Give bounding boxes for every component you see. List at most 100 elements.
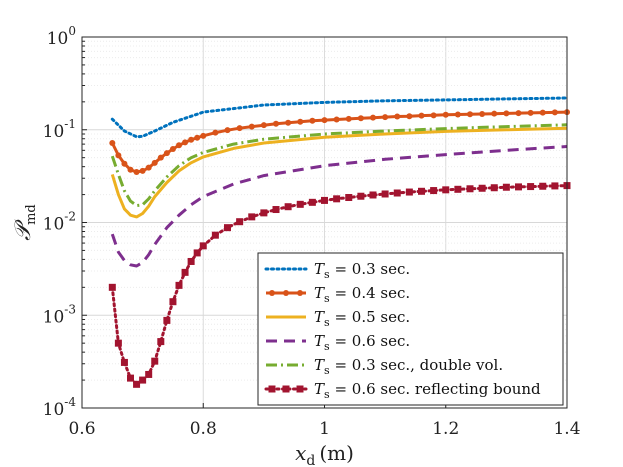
legend-label: Ts = 0.6 sec.: [314, 332, 410, 353]
data-point: [260, 122, 267, 129]
y-tick-base: 10: [43, 307, 65, 327]
data-point: [285, 119, 292, 126]
y-tick-exp: 0: [68, 24, 76, 38]
data-point: [115, 152, 122, 159]
data-point: [491, 110, 498, 117]
y-tick-base: 10: [47, 29, 69, 49]
legend-entry: Ts = 0.5 sec.: [266, 308, 410, 329]
y-tick-base: 10: [43, 215, 65, 235]
legend-label-rest: = 0.6 sec.: [330, 332, 410, 350]
legend-label-sub: s: [324, 388, 330, 401]
data-point: [527, 183, 535, 191]
data-point: [169, 146, 176, 153]
data-point: [297, 118, 304, 125]
y-tick-label: 10-4: [43, 395, 77, 420]
data-point: [133, 380, 141, 388]
data-point: [188, 136, 195, 143]
data-point: [157, 338, 165, 346]
data-point: [193, 249, 201, 257]
legend-label-rest: = 0.6 sec. reflecting bound: [330, 380, 541, 398]
data-point: [527, 109, 534, 116]
data-point: [200, 132, 207, 139]
data-point: [108, 283, 116, 291]
data-point: [393, 189, 401, 197]
x-tick-label: 1.4: [553, 419, 580, 439]
x-axis-label-sub: d: [306, 453, 315, 467]
data-point: [309, 117, 316, 124]
data-point: [466, 185, 474, 193]
legend-marker: [296, 385, 304, 393]
x-axis-label-unit: (m): [319, 441, 354, 465]
data-point: [333, 195, 341, 203]
data-point: [248, 213, 256, 221]
legend-marker: [297, 290, 303, 296]
y-tick-exp: -3: [64, 302, 76, 316]
series-line: [110, 126, 568, 219]
data-point: [187, 257, 195, 265]
data-point: [296, 200, 304, 208]
data-point: [539, 182, 547, 190]
data-point: [430, 187, 438, 195]
data-point: [479, 110, 486, 117]
data-point: [345, 194, 353, 202]
data-point: [490, 184, 498, 192]
legend-entry: Ts = 0.6 sec.: [266, 332, 410, 353]
data-point: [151, 159, 158, 166]
legend-label-sub: s: [324, 292, 330, 305]
series-5: [110, 123, 568, 208]
data-point: [321, 196, 328, 204]
legend-marker: [283, 290, 289, 296]
data-point: [515, 110, 522, 117]
data-point: [442, 111, 449, 118]
data-point: [199, 242, 207, 250]
data-point: [224, 127, 231, 134]
legend-label-rest: = 0.5 sec.: [330, 308, 410, 326]
legend-entry: Ts = 0.3 sec., double vol.: [266, 356, 503, 377]
data-point: [114, 339, 122, 347]
data-point: [551, 109, 558, 116]
legend-label-rest: = 0.4 sec.: [330, 284, 410, 302]
data-point: [369, 191, 377, 199]
data-point: [308, 198, 316, 206]
data-point: [163, 316, 171, 324]
legend-marker: [268, 385, 276, 393]
data-point: [551, 182, 559, 190]
y-tick-exp: -1: [64, 117, 76, 131]
data-point: [139, 167, 146, 174]
legend-label: Ts = 0.5 sec.: [314, 308, 410, 329]
y-axis-label-sub: md: [24, 204, 39, 225]
data-point: [515, 183, 522, 191]
data-point: [157, 154, 164, 161]
series-line: [110, 145, 568, 268]
data-point: [145, 370, 153, 378]
legend-entry: Ts = 0.6 sec. reflecting bound: [264, 380, 541, 401]
legend-label-main: T: [314, 380, 325, 398]
legend-label: Ts = 0.4 sec.: [314, 284, 410, 305]
data-point: [539, 109, 546, 116]
data-point: [405, 188, 413, 196]
data-point: [382, 114, 389, 121]
data-point: [430, 112, 437, 119]
series-2: [109, 109, 570, 176]
y-tick-base: 10: [43, 122, 65, 142]
legend-label-sub: s: [324, 364, 330, 377]
data-point: [502, 183, 510, 191]
legend-label-sub: s: [324, 340, 330, 353]
series-layer: [108, 96, 571, 388]
data-point: [224, 224, 231, 232]
legend-label: Ts = 0.6 sec. reflecting bound: [314, 380, 541, 401]
data-point: [406, 113, 413, 120]
data-point: [145, 164, 152, 171]
series-line: [110, 96, 569, 139]
data-point: [133, 169, 140, 176]
data-point: [181, 268, 189, 276]
legend-label: Ts = 0.3 sec., double vol.: [314, 356, 503, 377]
legend-label-main: T: [314, 308, 325, 326]
data-point: [236, 125, 243, 132]
legend-label-sub: s: [324, 268, 330, 281]
x-tick-label: 0.8: [190, 419, 217, 439]
data-point: [333, 116, 340, 123]
data-point: [169, 298, 177, 306]
